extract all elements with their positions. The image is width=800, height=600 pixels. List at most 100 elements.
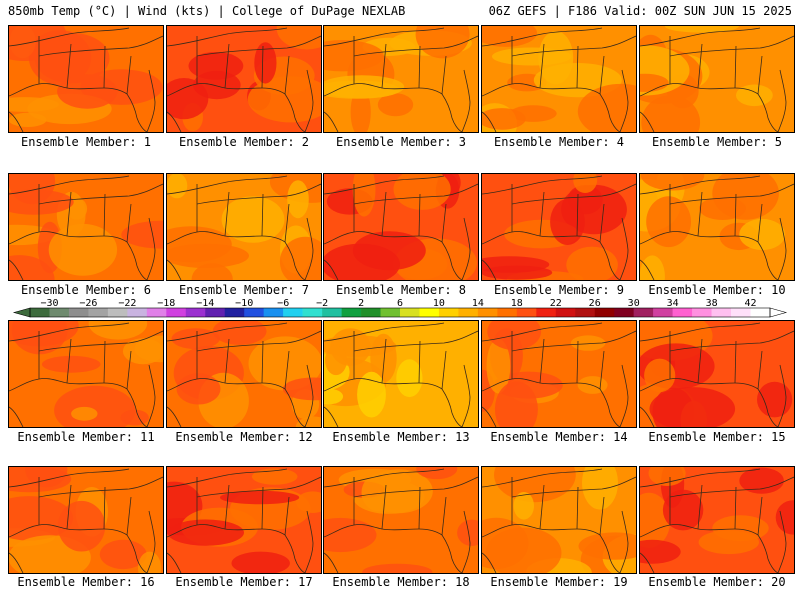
map-boundary-line bbox=[261, 193, 264, 237]
ensemble-map-panel bbox=[481, 173, 637, 281]
map-boundary-line bbox=[9, 406, 24, 427]
ensemble-map-panel bbox=[166, 173, 322, 281]
map-boundary-line bbox=[697, 484, 703, 530]
temperature-fill-region bbox=[71, 406, 98, 421]
temperature-fill-region bbox=[99, 539, 147, 570]
temperature-fill-region bbox=[48, 223, 118, 276]
map-boundary-line bbox=[599, 203, 605, 243]
colorbar-tick-label: −26 bbox=[79, 298, 97, 309]
colorbar-segment bbox=[107, 308, 128, 317]
temperature-fill-region bbox=[485, 527, 562, 573]
map-boundary-line bbox=[441, 203, 447, 243]
temperature-fill-region bbox=[287, 180, 309, 219]
map-boundary-line bbox=[196, 476, 321, 498]
temperature-fill-region bbox=[276, 26, 321, 50]
temperature-fill-region bbox=[582, 467, 618, 510]
temperature-fill-region bbox=[296, 491, 321, 513]
temperature-fill-region bbox=[396, 359, 423, 398]
map-boundary-line bbox=[9, 468, 130, 488]
ensemble-map-panel bbox=[8, 25, 164, 133]
temperature-fill-region bbox=[570, 335, 606, 351]
colorbar-outline bbox=[29, 307, 771, 318]
map-boundary-line bbox=[777, 510, 787, 573]
map-boundary-line bbox=[418, 45, 421, 89]
ensemble-map-panel bbox=[166, 25, 322, 133]
map-boundary-line bbox=[381, 43, 387, 89]
colorbar-segment bbox=[555, 308, 576, 317]
ensemble-map-panel bbox=[323, 173, 479, 281]
map-boundary-line bbox=[757, 203, 763, 243]
temperature-fill-region bbox=[640, 492, 671, 548]
colorbar-tick-label: 26 bbox=[589, 298, 601, 309]
map-boundary-line bbox=[353, 183, 478, 205]
temperature-fill-region bbox=[578, 532, 636, 560]
colorbar-tick-label: −10 bbox=[235, 298, 253, 309]
temperature-fill-region bbox=[357, 371, 386, 418]
map-boundary-line bbox=[9, 552, 24, 573]
temperature-fill-region bbox=[640, 73, 669, 92]
colorbar-segment bbox=[30, 308, 50, 317]
map-boundary-line bbox=[196, 330, 321, 352]
temperature-fill-region bbox=[513, 492, 534, 520]
colorbar-segment bbox=[361, 308, 381, 317]
temperature-fill-region bbox=[494, 381, 538, 427]
temperature-fill-region bbox=[486, 338, 511, 394]
ensemble-map-panel bbox=[481, 466, 637, 574]
colorbar-segment bbox=[438, 308, 459, 317]
map-boundary-line bbox=[126, 55, 132, 95]
temperature-fill-region bbox=[231, 551, 290, 573]
temperature-fill-region bbox=[482, 256, 550, 273]
ensemble-member-label: Ensemble Member: 9 bbox=[493, 283, 625, 297]
temperature-fill-region bbox=[352, 174, 376, 217]
colorbar-segment bbox=[594, 308, 615, 317]
temperature-field-map bbox=[324, 174, 478, 280]
colorbar-segment bbox=[614, 308, 634, 317]
map-boundary-line bbox=[777, 364, 787, 427]
map-boundary-line bbox=[734, 45, 737, 89]
ensemble-member-label: Ensemble Member: 13 bbox=[332, 430, 470, 444]
colorbar-segment bbox=[536, 308, 557, 317]
ensemble-member-label: Ensemble Member: 15 bbox=[648, 430, 786, 444]
colorbar-tick-label: 14 bbox=[472, 298, 484, 309]
map-boundary-line bbox=[324, 27, 445, 47]
map-boundary-line bbox=[66, 484, 72, 530]
map-boundary-line bbox=[482, 322, 603, 342]
map-boundary-line bbox=[324, 111, 339, 132]
temperature-fill-region bbox=[739, 467, 784, 494]
map-boundary-line bbox=[461, 364, 471, 427]
temperature-fill-region bbox=[640, 174, 705, 191]
colorbar-segment bbox=[497, 308, 518, 317]
ensemble-map-panel bbox=[323, 466, 479, 574]
map-boundary-line bbox=[9, 27, 130, 47]
map-boundary-line bbox=[167, 552, 182, 573]
temperature-field-map bbox=[9, 467, 163, 573]
map-boundary-line bbox=[734, 340, 737, 384]
colorbar-tick-label: 18 bbox=[511, 298, 523, 309]
ensemble-member-label: Ensemble Member: 10 bbox=[648, 283, 786, 297]
map-boundary-line bbox=[304, 217, 314, 280]
map-boundary-line bbox=[9, 175, 130, 195]
header-title-left: 850mb Temp (°C) | Wind (kts) | College o… bbox=[8, 4, 406, 18]
temperature-fill-region bbox=[9, 189, 74, 215]
temperature-fill-region bbox=[295, 416, 321, 427]
temperature-fill-region bbox=[566, 246, 618, 280]
map-boundary-line bbox=[324, 406, 339, 427]
ensemble-map-panel bbox=[639, 320, 795, 428]
map-boundary-line bbox=[511, 183, 636, 205]
map-boundary-line bbox=[757, 350, 763, 390]
map-boundary-line bbox=[539, 338, 545, 384]
temperature-fill-region bbox=[171, 328, 220, 350]
map-boundary-line bbox=[669, 330, 794, 352]
map-boundary-line bbox=[576, 340, 579, 384]
temperature-fill-region bbox=[282, 377, 321, 401]
temperature-fill-region bbox=[220, 490, 300, 505]
temperature-fill-region bbox=[393, 174, 451, 210]
map-boundary-line bbox=[261, 486, 264, 530]
map-boundary-line bbox=[9, 111, 24, 132]
temperature-field-map bbox=[167, 26, 321, 132]
colorbar-tick-label: 10 bbox=[433, 298, 445, 309]
ensemble-member-label: Ensemble Member: 20 bbox=[648, 575, 786, 589]
temperature-fill-region bbox=[167, 519, 244, 546]
ensemble-map-panel bbox=[639, 173, 795, 281]
map-boundary-line bbox=[640, 406, 655, 427]
